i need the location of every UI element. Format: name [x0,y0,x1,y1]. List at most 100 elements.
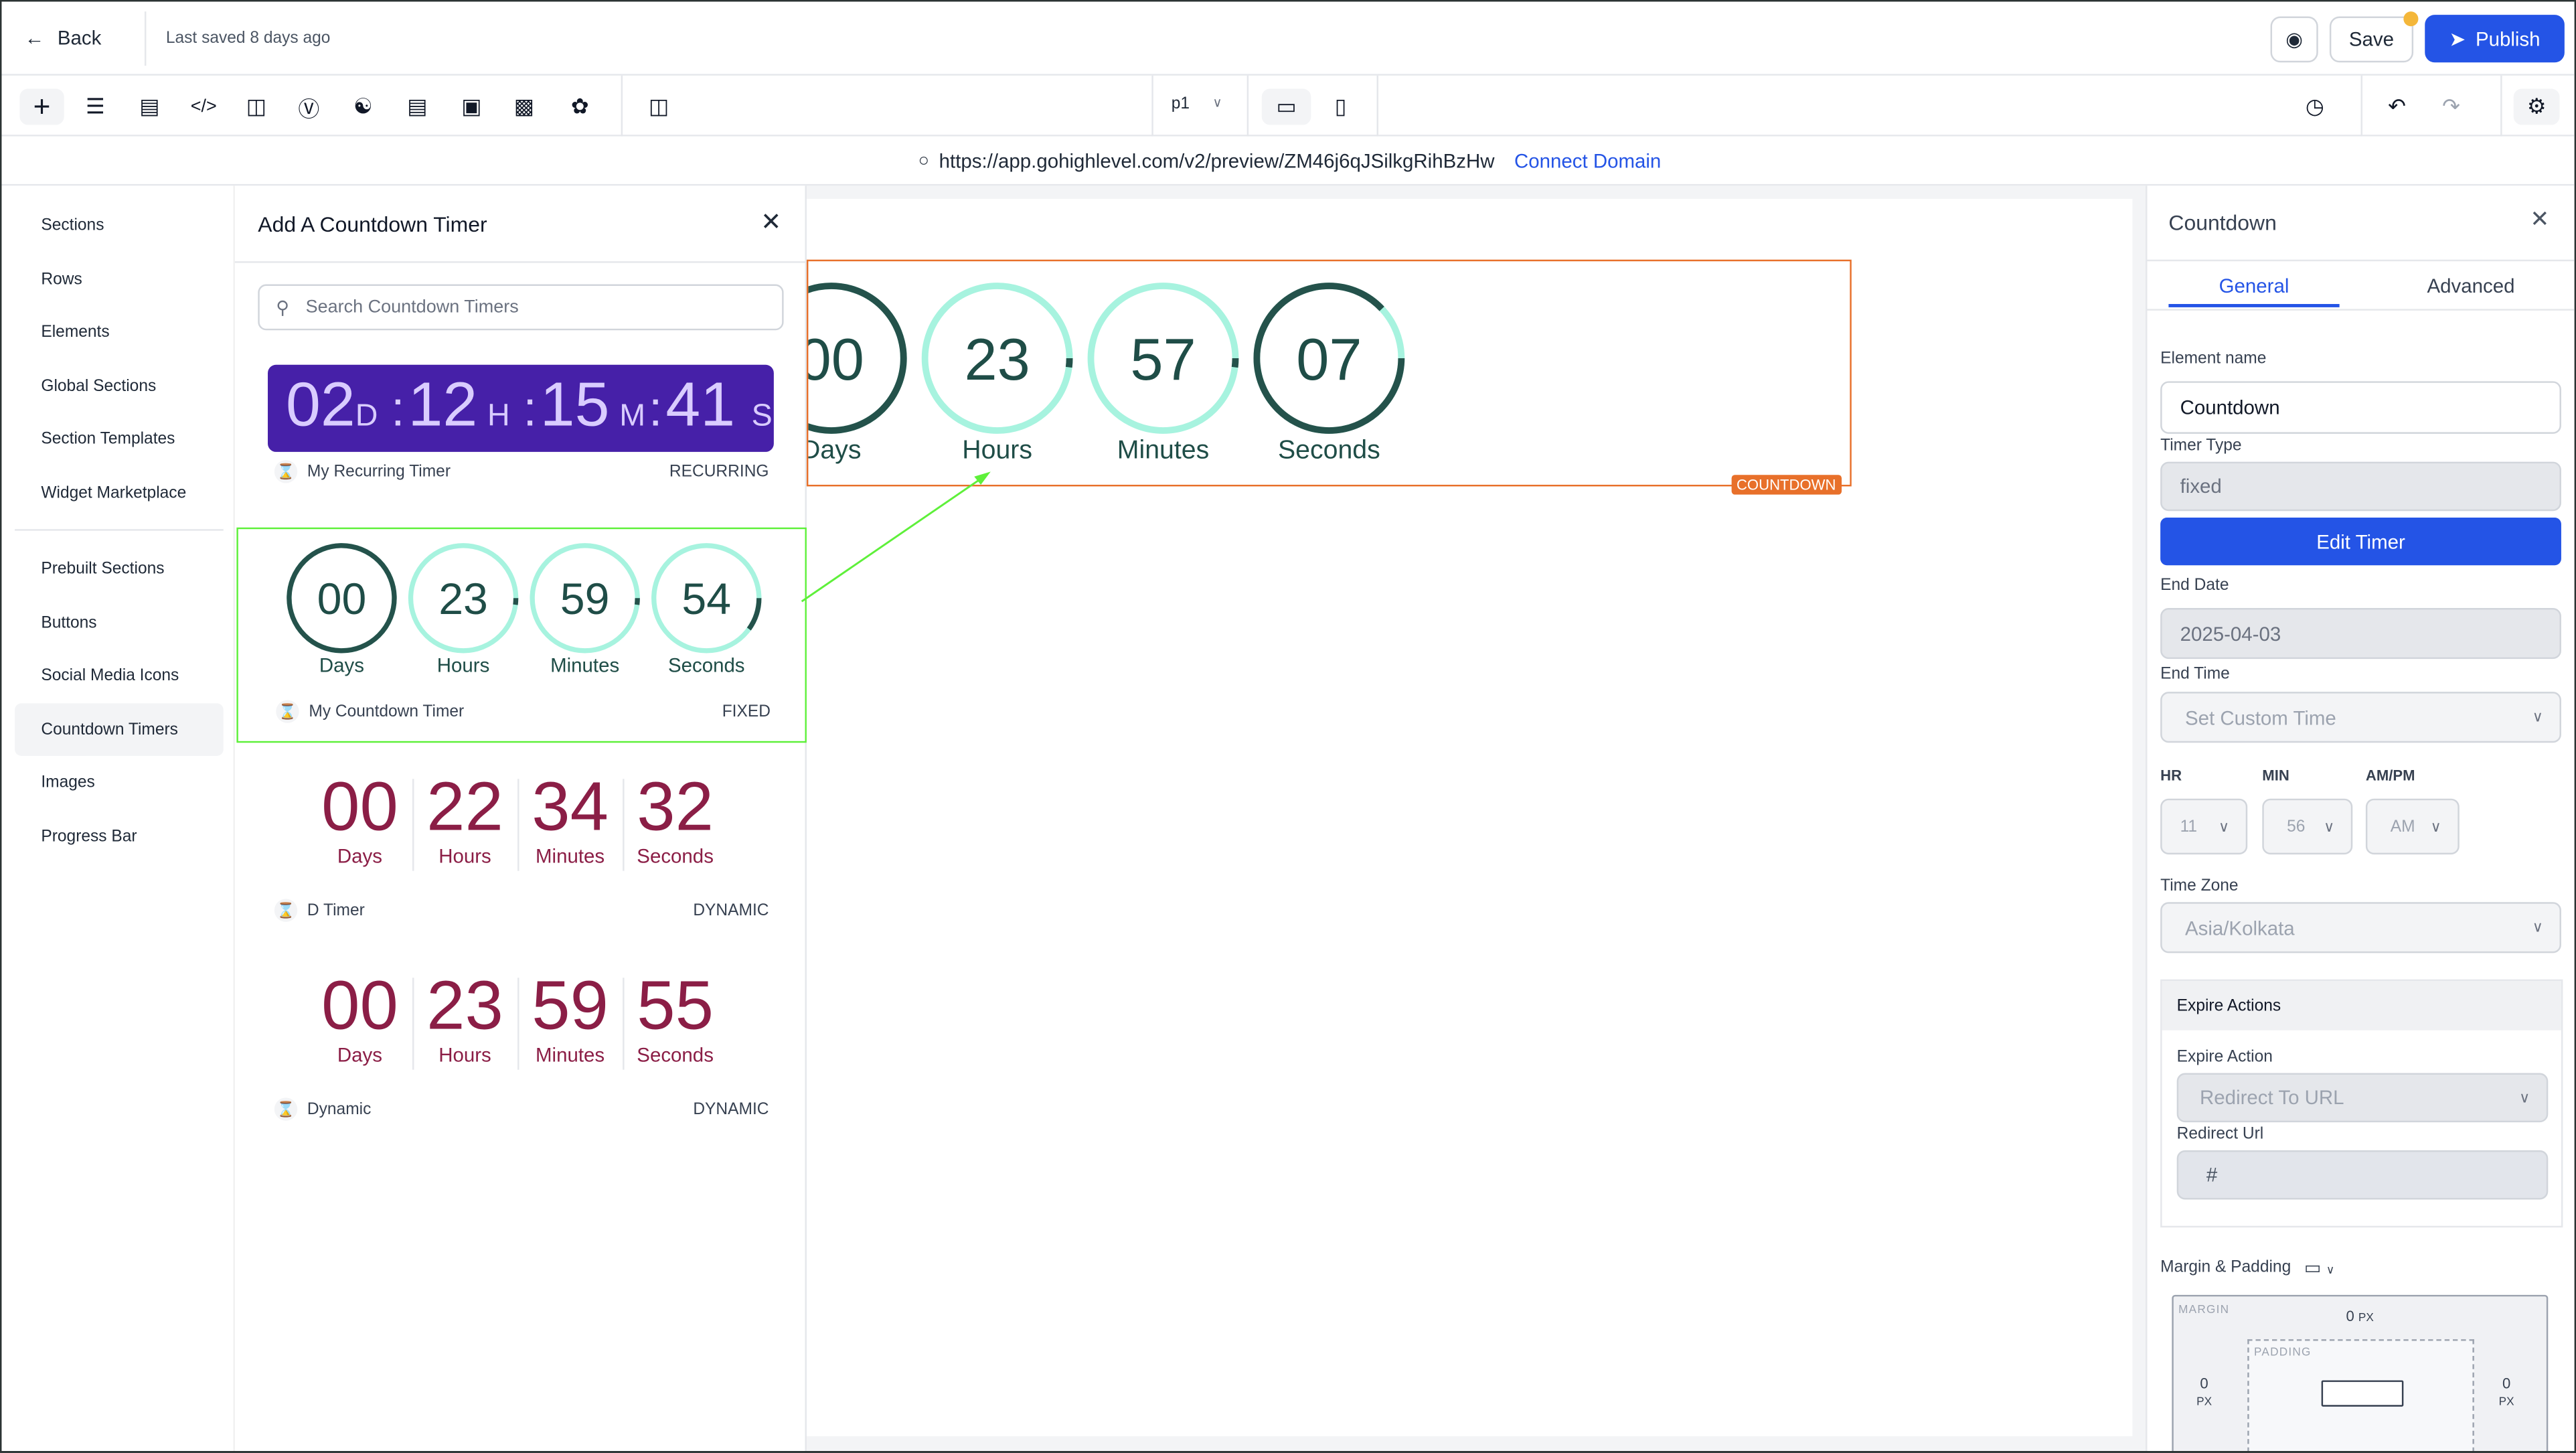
timer-unit: 23 Hours [412,967,517,1067]
terminal-icon[interactable]: ▩ [513,93,534,119]
fixed-timer-card[interactable]: 00 Days 23 Hours 59 Minutes 54 Seconds ⌛ My Cou… [236,527,807,743]
history-icon[interactable]: ◷ [2305,93,2324,119]
divider [2360,75,2362,137]
ring-label: Minutes [550,655,619,677]
sidebar-item-section-templates[interactable]: Section Templates [41,429,175,448]
hourglass-icon: ⌛ [274,1097,298,1121]
timer-unit: 59 Minutes [517,967,623,1066]
sidebar-item-buttons[interactable]: Buttons [41,613,97,632]
sidebar-item-countdown-timers[interactable]: Countdown Timers [15,703,224,756]
dynamic-timer-card[interactable]: 00 Days 23 Hours 59 Minutes 55 Seconds [235,967,807,1124]
desktop-icon[interactable]: ▭ ∨ [2304,1258,2335,1279]
page-select[interactable]: p1 ∨ [1171,95,1222,114]
close-icon[interactable]: ✕ [760,208,782,237]
sidebar-item-sections[interactable]: Sections [41,216,104,234]
mobile-icon[interactable]: ▯ [1334,93,1347,119]
ampm-select[interactable]: AM ∨ [2365,798,2460,855]
timer-unit: 00 Days [307,967,412,1066]
ring-label: Days [808,435,861,465]
element-name-label: Element name [2160,350,2267,368]
chevron-down-icon: ∨ [1212,95,1222,110]
margin-right-value[interactable]: 0 PX [2498,1375,2514,1409]
code-icon[interactable]: </> [190,96,217,117]
timer-type-label: Timer Type [2160,437,2242,455]
sidebar-item-progress-bar[interactable]: Progress Bar [41,827,137,846]
ampm-label: AM/PM [2365,767,2415,784]
ring-progress [287,543,397,654]
search-doc-icon[interactable]: ▣ [461,93,482,119]
unsaved-dot [2403,11,2419,27]
divider [2147,309,2575,311]
pages-icon[interactable]: ▤ [139,93,160,119]
settings-sliders-icon[interactable]: ⚙ [2513,88,2560,125]
content-box [2321,1380,2404,1407]
timer-type-input[interactable]: fixed [2160,461,2561,512]
preview-button[interactable]: ◉ [2270,16,2318,63]
sidebar-item-widget-marketplace[interactable]: Widget Marketplace [41,483,187,502]
sidebar-item-social-media-icons[interactable]: Social Media Icons [41,666,179,685]
divider [234,261,807,263]
columns-icon[interactable]: ◫ [648,93,669,119]
timer-value: 32 [637,767,714,845]
tab-general[interactable]: General [2168,275,2340,307]
edit-timer-button[interactable]: Edit Timer [2160,518,2561,566]
countdown-rings: 00 Days 23 Hours 57 Minutes 07 Seconds [808,283,1405,465]
palette-icon[interactable]: ✿ [570,93,589,119]
connect-domain-link[interactable]: Connect Domain [1514,149,1662,172]
recurring-timer-card[interactable]: 02 D :12 H :15 M :41 S [268,364,774,452]
eye-icon: ◉ [2285,27,2303,52]
end-time-select[interactable]: Set Custom Time ∨ [2160,692,2561,743]
sidebar-item-elements[interactable]: Elements [41,323,110,341]
preview-url[interactable]: https://app.gohighlevel.com/v2/preview/Z… [939,149,1495,172]
sidebar-item-rows[interactable]: Rows [41,270,82,289]
back-button[interactable]: ← Back [24,26,102,50]
end-date-input[interactable]: 2025-04-03 [2160,608,2561,660]
expire-actions-section: Expire Actions Expire Action Redirect To… [2160,979,2563,1228]
paint-icon[interactable]: ◫ [246,93,266,119]
settings-title: Countdown [2168,210,2277,235]
layout-icon[interactable]: ▤ [407,93,428,119]
ring-progress [408,543,519,654]
redo-icon[interactable]: ↷ [2442,93,2460,119]
dynamic-timer-footer: ⌛ Dynamic DYNAMIC [274,1097,769,1121]
margin-left-value[interactable]: 0 PX [2196,1375,2212,1409]
text-icon[interactable]: Ⓥ [298,96,320,121]
sidebar-item-global-sections[interactable]: Global Sections [41,377,157,396]
margin-label: MARGIN [2178,1304,2230,1316]
sidebar-item-prebuilt-sections[interactable]: Prebuilt Sections [41,559,165,578]
timer-label: Hours [438,1043,491,1067]
ring-value: 23 [438,575,488,624]
redirect-url-label: Redirect Url [2176,1126,2264,1144]
desktop-icon[interactable]: ▭ [1261,88,1311,125]
d-timer-card[interactable]: 00 Days 22 Hours 34 Minutes 32 Seconds [235,767,807,925]
sidebar-item-images[interactable]: Images [41,773,95,791]
ring-progress [651,543,762,654]
chevron-down-icon: ∨ [2519,1088,2530,1105]
tab-advanced[interactable]: Advanced [2427,274,2515,298]
minute-select[interactable]: 56 ∨ [2262,798,2353,855]
expire-action-select[interactable]: Redirect To URL ∨ [2176,1073,2549,1123]
element-name-input[interactable]: Countdown [2160,381,2561,434]
min-label: MIN [2262,767,2289,784]
search-input[interactable]: ⚲ Search Countdown Timers [258,284,784,331]
publish-button[interactable]: ➤ Publish [2425,15,2565,63]
redirect-url-input[interactable]: # [2176,1150,2549,1200]
recurring-timer-footer: ⌛ My Recurring Timer RECURRING [274,460,769,483]
undo-icon[interactable]: ↶ [2388,93,2406,119]
timer-unit: 34 Minutes [517,768,623,867]
add-icon[interactable]: + [19,88,64,125]
save-button[interactable]: Save [2329,16,2414,63]
close-icon[interactable]: ✕ [2530,205,2550,232]
toolbar: + ☰ ▤ </> ◫ Ⓥ ☯ ▤ ▣ ▩ ✿ ◫ p1 ∨ ▭ ▯ ◷ ↶ ↷ … [1,75,2575,137]
countdown-element[interactable]: 00 Days 23 Hours 57 Minutes 07 Seconds [806,259,1852,487]
divider [412,978,414,1070]
ring-value: 07 [1296,326,1362,392]
shapes-icon[interactable]: ☯ [353,93,373,119]
ring-value: 23 [965,326,1030,392]
hour-select[interactable]: 11 ∨ [2160,798,2248,855]
margin-top-value[interactable]: 0 PX [2346,1308,2374,1325]
layers-icon[interactable]: ☰ [86,93,105,119]
timezone-select[interactable]: Asia/Kolkata ∨ [2160,902,2561,953]
ring-value: 57 [1130,326,1196,392]
timer-value: 22 [426,767,503,845]
